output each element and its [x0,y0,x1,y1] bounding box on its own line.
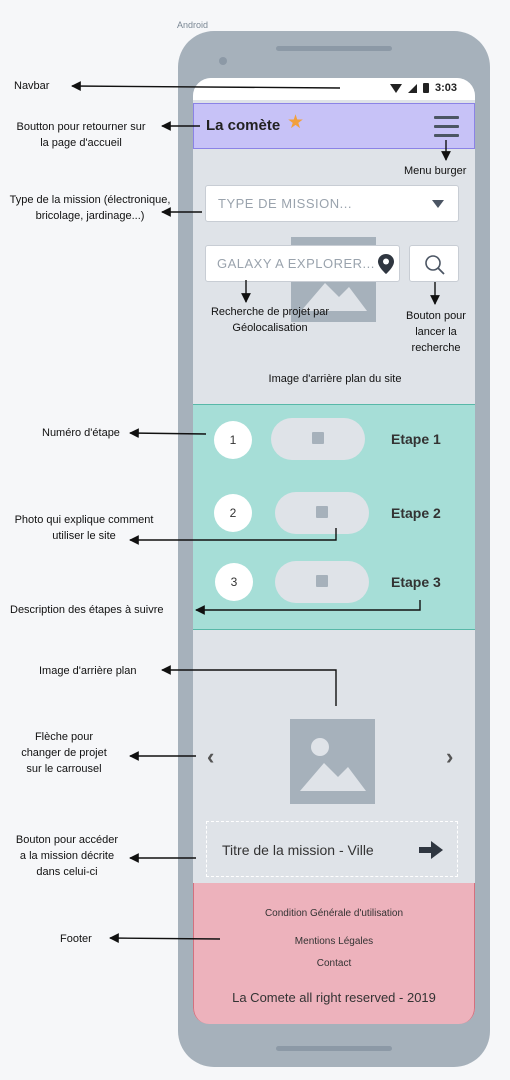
annotation-navbar: Navbar [14,80,50,92]
hamburger-icon[interactable] [434,116,459,137]
annotation-mission-type: Type de la mission (électronique, bricola… [9,194,171,222]
location-search-input[interactable]: GALAXY A EXPLORER... [205,245,400,282]
status-time: 3:03 [434,82,457,94]
image-icon [300,738,366,791]
mission-type-select[interactable]: TYPE DE MISSION... [205,185,459,222]
dropdown-arrow-icon [432,200,444,208]
step-number: 2 [214,494,252,532]
annotation-footer: Footer [60,933,92,945]
annotation-background: Image d'arrière plan [39,665,137,677]
annotation-step-number: Numéro d'étape [42,427,120,439]
footer-link-cgu[interactable]: Condition Générale d'utilisation [264,908,404,919]
step-number: 1 [214,421,252,459]
image-icon [316,506,328,518]
mission-title: Titre de la mission - Ville [222,842,374,858]
map-pin-icon [378,254,394,274]
navbar [193,103,475,149]
arrow-right-icon [419,841,443,859]
image-icon [312,432,324,444]
chevron-left-icon[interactable]: ‹ [207,744,215,769]
annotation-geo-search: Recherche de projet par Géolocalisation [210,306,329,334]
star-icon: ★ [287,112,305,133]
carousel-image-placeholder [290,719,375,804]
annotation-search-button: Bouton pour lancer la recherche [406,310,466,354]
mission-type-placeholder: TYPE DE MISSION... [218,196,352,211]
camera-dot [219,57,227,65]
chevron-right-icon[interactable]: › [446,744,454,769]
arrow-step-desc [195,600,421,615]
arrow-background [161,665,337,706]
platform-label: Android [177,20,209,30]
step-photo [275,561,369,603]
arrow-step-number [129,428,207,439]
annotation-menu-burger: Menu burger [404,165,467,177]
status-bar: 3:03 [193,78,475,100]
speaker-bottom [276,1046,392,1051]
annotation-step-description: Description des étapes à suivre [10,604,164,616]
step-number: 3 [215,563,253,601]
footer [193,883,475,1024]
annotation-background-site: Image d'arrière plan du site [268,373,402,385]
speaker-top [276,46,392,51]
annotation-carousel-arrow: Flèche pour changer de projet sur le carro… [21,731,107,775]
footer-link-contact[interactable]: Contact [316,958,352,969]
arrow-navbar [71,81,341,91]
image-icon [316,575,328,587]
step-title: Etape 1 [391,431,441,447]
footer-link-legal[interactable]: Mentions Légales [294,936,374,947]
annotation-home-button: Boutton pour retourner sur la page d'accu… [16,121,146,149]
signal-icon [407,83,417,93]
footer-copyright: La Comete all right reserved - 2019 [232,990,436,1005]
annotation-step-photo: Photo qui explique comment utiliser le si… [14,514,154,542]
arrow-footer [109,933,221,943]
step-title: Etape 3 [391,574,441,590]
battery-icon [422,83,429,93]
wifi-icon [389,83,402,93]
annotation-mission-button: Bouton pour accéder a la mission décrite d… [15,834,119,878]
mission-link-button[interactable]: Titre de la mission - Ville [206,821,458,877]
search-icon [425,255,445,275]
home-title-button[interactable]: La comète [206,117,281,134]
arrow-step-photo [129,528,337,545]
step-photo [271,418,365,460]
step-title: Etape 2 [391,505,441,521]
step-photo [275,492,369,534]
location-placeholder: GALAXY A EXPLORER... [217,256,375,271]
search-button[interactable] [409,245,459,282]
